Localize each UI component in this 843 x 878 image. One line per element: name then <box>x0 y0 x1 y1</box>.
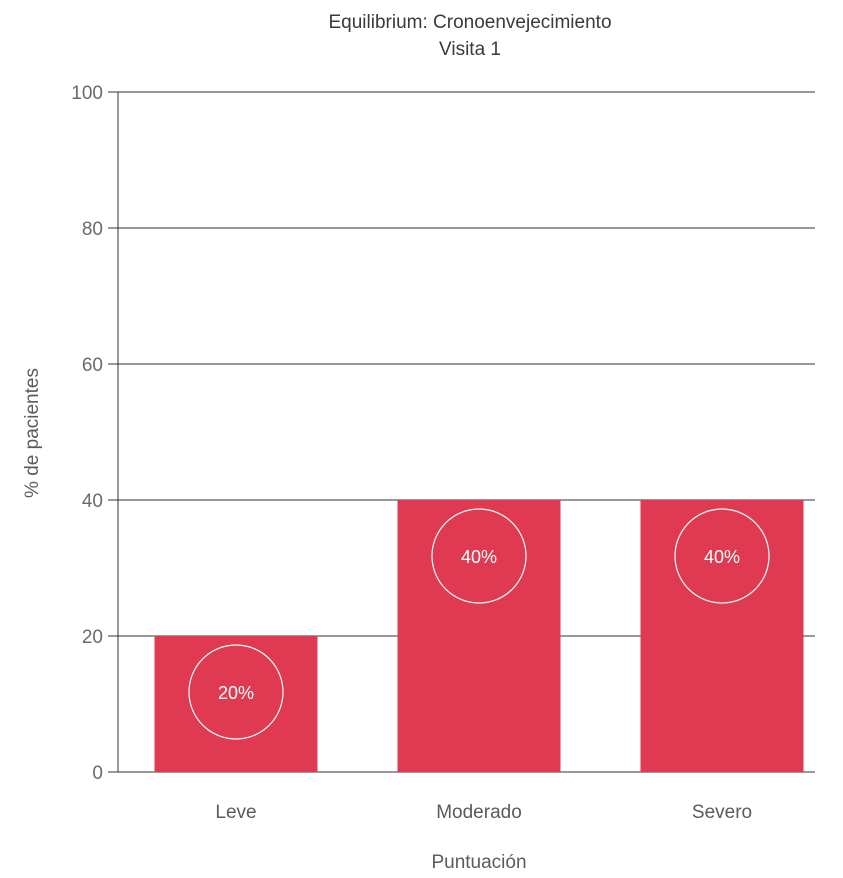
y-tick-label: 80 <box>82 219 103 240</box>
chart-subtitle: Visita 1 <box>439 39 501 60</box>
x-category-label: Moderado <box>436 802 522 823</box>
data-label: 40% <box>704 547 740 567</box>
bars: 20% 40% 40% <box>154 500 804 772</box>
data-label-circle <box>674 508 770 604</box>
y-tick-label: 100 <box>71 83 103 104</box>
data-label: 20% <box>218 683 254 703</box>
x-axis-categories: Leve Moderado Severo <box>215 802 752 823</box>
data-label: 40% <box>461 547 497 567</box>
y-tick-label: 20 <box>82 627 103 648</box>
bar <box>154 636 318 772</box>
y-axis-title: % de pacientes <box>22 368 43 498</box>
y-tick-label: 60 <box>82 355 103 376</box>
x-category-label: Severo <box>692 802 752 823</box>
bar <box>640 500 804 772</box>
bar <box>397 500 561 772</box>
x-category-label: Leve <box>215 802 256 823</box>
y-tick-label: 0 <box>92 763 103 784</box>
y-tick-label: 40 <box>82 491 103 512</box>
data-label-circle <box>431 508 527 604</box>
data-label-circle <box>188 644 284 740</box>
chart-title: Equilibrium: Cronoenvejecimiento <box>328 12 611 33</box>
x-axis-title: Puntuación <box>431 852 526 873</box>
y-axis-ticks: 0 20 40 60 80 100 <box>71 83 103 784</box>
